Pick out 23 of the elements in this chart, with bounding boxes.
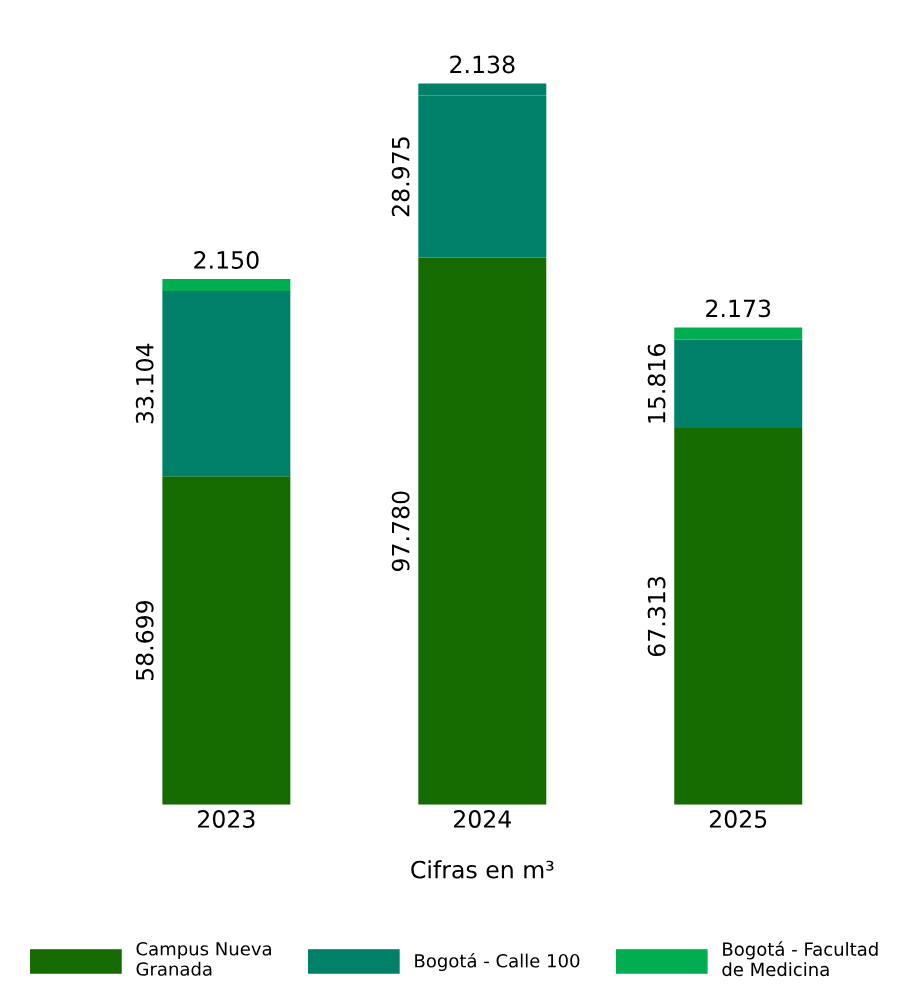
legend-label: Bogotá - Facultad de Medicina [722,941,878,977]
data-label: 33.104 [135,343,154,424]
bar [162,279,291,292]
bar [674,339,803,429]
bar [674,327,803,340]
legend-label: Bogotá - Calle 100 [415,952,580,972]
data-label: 2.173 [706,299,771,318]
data-label: 2.150 [194,251,259,269]
bar [162,291,291,477]
data-label: 2.138 [450,55,515,74]
legend-label: Campus Nueva Granada [136,941,271,976]
bar [162,476,291,805]
bar [674,428,803,805]
x-tick-label: 2024 [453,810,512,828]
data-label: 58.699 [135,600,154,681]
x-tick-label: 2023 [198,810,255,828]
data-label: 97.780 [391,491,410,572]
data-label: 28.975 [391,137,410,217]
x-tick-label: 2025 [709,810,767,828]
bar [418,257,547,805]
data-label: 67.313 [647,577,666,657]
x-axis-title: Cifras en m³ [411,860,554,879]
data-label: 15.816 [647,344,666,423]
